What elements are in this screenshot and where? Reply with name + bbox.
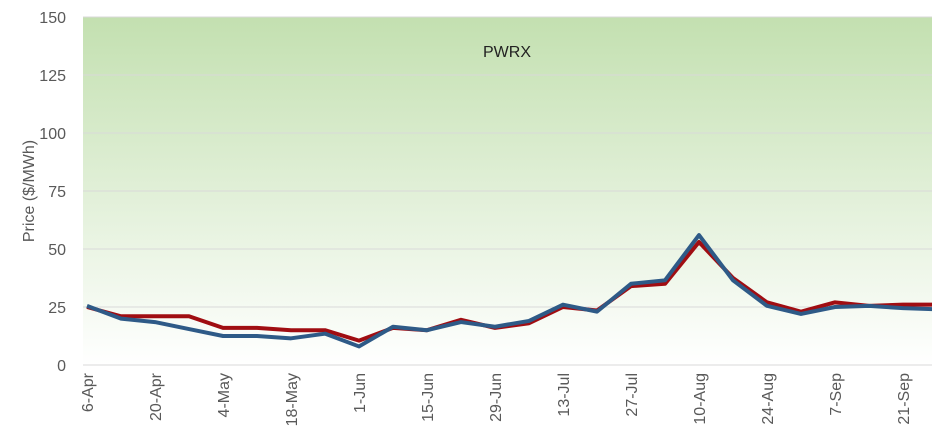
x-tick-label: 10-Aug — [692, 373, 709, 425]
y-tick-label: 150 — [39, 10, 66, 27]
x-tick-label: 27-Jul — [624, 373, 641, 417]
plot — [83, 16, 932, 366]
y-tick-label: 25 — [48, 300, 66, 317]
x-tick-label: 13-Jul — [556, 373, 573, 417]
y-axis-label: Price ($/MWh) — [21, 140, 38, 242]
x-tick-label: 18-May — [284, 373, 301, 426]
y-tick-label: 125 — [39, 68, 66, 85]
x-tick-label: 6-Apr — [80, 372, 97, 412]
x-tick-label: 21-Sep — [896, 373, 913, 425]
x-tick-label: 7-Sep — [828, 373, 845, 416]
x-tick-label: 15-Jun — [420, 373, 437, 422]
x-tick-label: 24-Aug — [760, 373, 777, 425]
series-line — [86, 233, 932, 349]
y-tick-label: 100 — [39, 126, 66, 143]
y-tick-label: 0 — [57, 358, 66, 375]
x-tick-label: 29-Jun — [488, 373, 505, 422]
x-tick-label: 4-May — [216, 373, 233, 417]
x-tick-label: 1-Jun — [352, 373, 369, 413]
y-tick-label: 75 — [48, 184, 66, 201]
y-tick-label: 50 — [48, 242, 66, 259]
x-tick-label: 20-Apr — [148, 372, 165, 421]
chart-title: PWRX — [483, 44, 531, 61]
